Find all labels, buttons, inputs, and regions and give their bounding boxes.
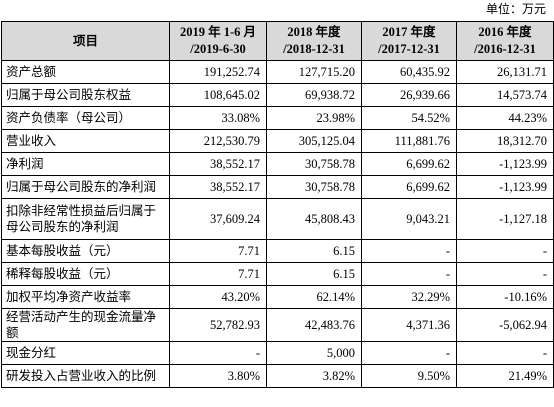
value-cell: -1,123.99: [456, 175, 554, 199]
value-cell: -: [361, 239, 457, 263]
row-label: 研发投入占营业收入的比例: [1, 364, 170, 388]
header-period: 2017 年度: [382, 25, 436, 39]
table-row: 营业收入 212,530.79 305,125.04 111,881.76 18,312…: [1, 129, 554, 153]
table-row: 经营活动产生的现金流量净额 52,782.93 42,483.76 4,371.36-…: [1, 308, 554, 342]
value-cell: 45,808.43: [266, 198, 362, 240]
row-label: 稀释每股收益（元）: [1, 262, 170, 286]
value-cell: 127,715.20: [266, 60, 362, 84]
value-cell: -: [361, 341, 457, 365]
row-label: 资产负债率（母公司）: [1, 106, 170, 130]
value-cell: 6.15: [266, 262, 362, 286]
value-cell: -: [456, 262, 554, 286]
header-cell: 2017 年度/2017-12-31: [361, 21, 457, 61]
header-date: /2017-12-31: [378, 42, 440, 56]
value-cell: 21.49%: [456, 364, 554, 388]
value-cell: 14,573.74: [456, 83, 554, 107]
value-cell: 111,881.76: [361, 129, 457, 153]
value-cell: 108,645.02: [169, 83, 267, 107]
value-cell: 32.29%: [361, 285, 457, 309]
table-row: 加权平均净资产收益率 43.20% 62.14% 32.29% -10.16%: [1, 285, 554, 309]
row-label: 归属于母公司股东的净利润: [1, 175, 170, 199]
value-cell: 42,483.76: [266, 308, 362, 342]
table-body: 资产总额 191,252.74 127,715.20 60,435.92 26,131.…: [1, 60, 554, 388]
table-row: 基本每股收益（元） 7.71 6.15- -: [1, 239, 554, 263]
row-label: 归属于母公司股东权益: [1, 83, 170, 107]
financial-table: 项目 2019 年 1-6 月/2019-6-30 2018 年度/2018-12-…: [1, 21, 554, 388]
value-cell: 69,938.72: [266, 83, 362, 107]
value-cell: 38,552.17: [169, 152, 267, 176]
table-row: 归属于母公司股东的净利润 38,552.17 30,758.78 6,699.62 -1…: [1, 175, 554, 199]
value-cell: 18,312.70: [456, 129, 554, 153]
value-cell: -5,062.94: [456, 308, 554, 342]
value-cell: 60,435.92: [361, 60, 457, 84]
value-cell: 7.71: [169, 262, 267, 286]
row-label: 加权平均净资产收益率: [1, 285, 170, 309]
value-cell: 37,609.24: [169, 198, 267, 240]
header-period: 2019 年 1-6 月: [179, 25, 257, 39]
header-row: 项目 2019 年 1-6 月/2019-6-30 2018 年度/2018-12-…: [1, 21, 554, 61]
value-cell: -1,127.18: [456, 198, 554, 240]
value-cell: 30,758.78: [266, 175, 362, 199]
row-label: 经营活动产生的现金流量净额: [1, 308, 170, 342]
value-cell: 5,000: [266, 341, 362, 365]
value-cell: 26,939.66: [361, 83, 457, 107]
row-label: 基本每股收益（元）: [1, 239, 170, 263]
table-row: 资产负债率（母公司） 33.08% 23.98% 54.52% 44.23%: [1, 106, 554, 130]
value-cell: 6.15: [266, 239, 362, 263]
value-cell: -1,123.99: [456, 152, 554, 176]
row-label: 资产总额: [1, 60, 170, 84]
value-cell: 6,699.62: [361, 175, 457, 199]
value-cell: 191,252.74: [169, 60, 267, 84]
value-cell: 54.52%: [361, 106, 457, 130]
value-cell: 9,043.21: [361, 198, 457, 240]
header-period: 2016 年度: [478, 25, 532, 39]
value-cell: 52,782.93: [169, 308, 267, 342]
value-cell: 305,125.04: [266, 129, 362, 153]
value-cell: 7.71: [169, 239, 267, 263]
value-cell: 62.14%: [266, 285, 362, 309]
table-row: 扣除非经常性损益后归属于母公司股东的净利润 37,609.24 45,808.43 9…: [1, 198, 554, 240]
value-cell: 44.23%: [456, 106, 554, 130]
table-row: 归属于母公司股东权益 108,645.02 69,938.72 26,939.66 14…: [1, 83, 554, 107]
unit-note: 单位：万元: [485, 2, 546, 16]
header-date: /2018-12-31: [283, 42, 345, 56]
value-cell: -: [456, 239, 554, 263]
value-cell: 6,699.62: [361, 152, 457, 176]
value-cell: 23.98%: [266, 106, 362, 130]
value-cell: 43.20%: [169, 285, 267, 309]
table-row: 稀释每股收益（元） 7.71 6.15- -: [1, 262, 554, 286]
value-cell: -: [169, 341, 267, 365]
header-cell: 项目: [1, 21, 170, 61]
value-cell: 26,131.71: [456, 60, 554, 84]
table-row: 资产总额 191,252.74 127,715.20 60,435.92 26,131.…: [1, 60, 554, 84]
header-cell: 2018 年度/2018-12-31: [266, 21, 362, 61]
row-label: 净利润: [1, 152, 170, 176]
value-cell: 3.82%: [266, 364, 362, 388]
header-cell: 2019 年 1-6 月/2019-6-30: [169, 21, 267, 61]
value-cell: 212,530.79: [169, 129, 267, 153]
header-period: 2018 年度: [287, 25, 341, 39]
value-cell: 38,552.17: [169, 175, 267, 199]
header-cell: 2016 年度/2016-12-31: [456, 21, 554, 61]
row-label: 现金分红: [1, 341, 170, 365]
table-row: 现金分红 -5,000- -: [1, 341, 554, 365]
value-cell: -: [361, 262, 457, 286]
table-row: 净利润 38,552.17 30,758.78 6,699.62 -1,123.99: [1, 152, 554, 176]
header-date: /2019-6-30: [190, 42, 246, 56]
row-label: 营业收入: [1, 129, 170, 153]
value-cell: -10.16%: [456, 285, 554, 309]
value-cell: 30,758.78: [266, 152, 362, 176]
value-cell: 4,371.36: [361, 308, 457, 342]
value-cell: -: [456, 341, 554, 365]
value-cell: 9.50%: [361, 364, 457, 388]
header-date: /2016-12-31: [474, 42, 536, 56]
row-label: 扣除非经常性损益后归属于母公司股东的净利润: [1, 198, 170, 240]
table-row: 研发投入占营业收入的比例 3.80% 3.82% 9.50% 21.49%: [1, 364, 554, 388]
value-cell: 33.08%: [169, 106, 267, 130]
value-cell: 3.80%: [169, 364, 267, 388]
header-text: 项目: [72, 33, 98, 48]
